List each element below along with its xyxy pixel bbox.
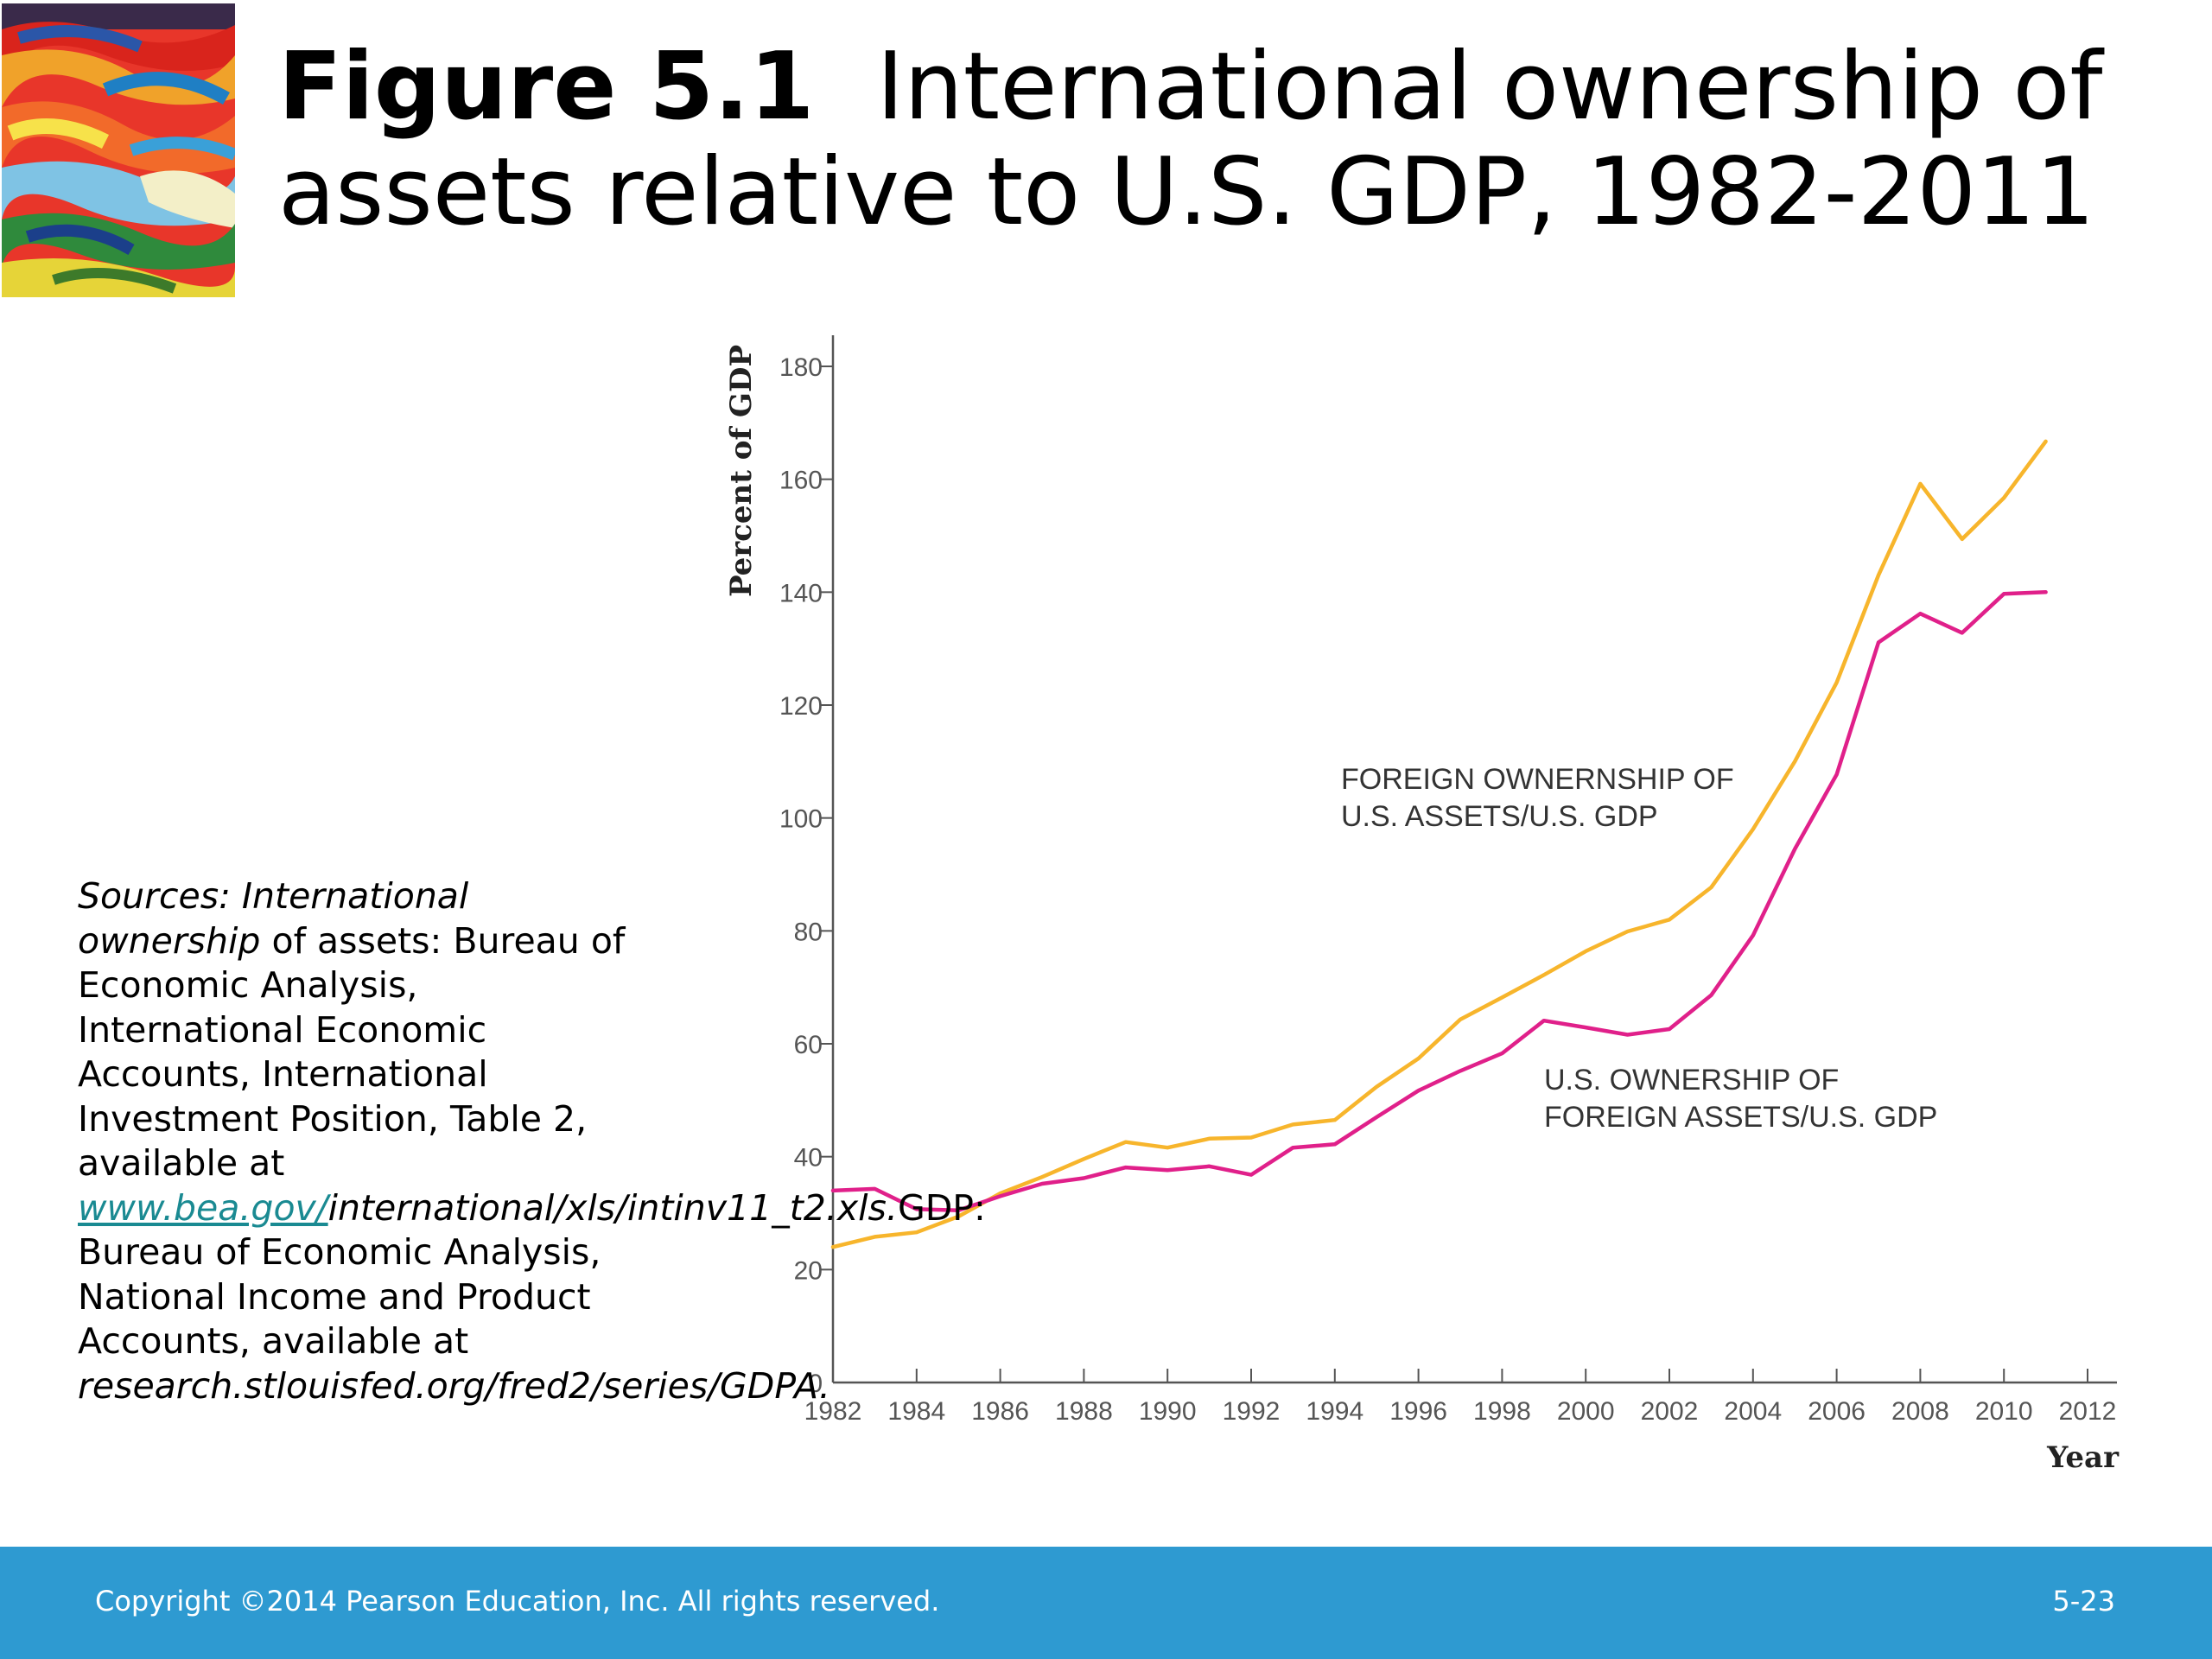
x-tick-label: 2012 [2059,1397,2117,1426]
y-tick-label: 180 [779,353,823,382]
y-axis-title: Percent of GDP [724,345,759,597]
title-line-1: Figure 5.1 International ownership of [278,35,2179,140]
x-tick-label: 2004 [1724,1397,1782,1426]
x-tick-label: 1986 [971,1397,1029,1426]
painting-logo-icon [2,3,235,297]
x-tick-label: 1996 [1389,1397,1447,1426]
x-tick-label: 1992 [1223,1397,1281,1426]
title-text-line-1: International ownership of [876,33,2103,141]
y-tick-label: 120 [779,692,823,721]
slide-title: Figure 5.1 International ownership of ass… [278,35,2179,245]
y-tick-label: 40 [794,1144,823,1173]
y-tick-label: 160 [779,467,823,495]
x-tick-label: 1984 [887,1397,945,1426]
title-text-line-2: assets relative to U.S. GDP, 1982-2011 [278,138,2095,246]
y-tick-label: 20 [794,1256,823,1285]
x-tick-label: 2010 [1975,1397,2033,1426]
us-ownership-line [830,590,2048,1212]
foreign-ownership-label-line-1: FOREIGN OWNERNSHIP OF [1341,763,1734,796]
figure-number: Figure 5.1 [278,33,815,141]
line-chart: 0 20 40 60 80 100 120 140 160 180 1982 1984 1986 1988… [724,335,2120,1475]
footer-bar: Copyright ©2014 Pearson Education, Inc. … [0,1547,2212,1659]
copyright-text: Copyright ©2014 Pearson Education, Inc. … [95,1585,940,1618]
y-tick-label: 140 [779,579,823,607]
sources-text-4: GDP: Bureau of Economic Analysis, Nation… [78,1186,986,1363]
x-tick-label: 1990 [1139,1397,1197,1426]
y-tick-label: 0 [808,1370,823,1398]
x-tick-label: 1988 [1055,1397,1113,1426]
x-tick-label: 2008 [1891,1397,1949,1426]
x-tick-label: 1998 [1473,1397,1531,1426]
sources-text-2: of assets: Bureau of Economic Analysis, … [78,919,626,1185]
sources-text-5: research.stlouisfed.org/fred2/series/GDP… [78,1364,830,1407]
us-ownership-label-line-1: U.S. OWNERSHIP OF [1544,1064,1839,1096]
sources-text-3: international/xls/intinv11_t2.xls. [327,1186,898,1229]
y-tick-label: 100 [779,805,823,834]
foreign-ownership-label-line-2: U.S. ASSETS/U.S. GDP [1341,800,1658,833]
x-tick-label: 1982 [804,1397,862,1426]
x-tick-label: 2006 [1808,1397,1866,1426]
x-tick-label: 2002 [1641,1397,1699,1426]
y-tick-label: 60 [794,1031,823,1059]
sources-note: Sources: International ownership of asse… [78,874,986,1408]
x-axis-title: Year [2046,1440,2120,1475]
page-number: 5-23 [2052,1585,2115,1618]
x-tick-label: 1994 [1306,1397,1363,1426]
sources-text-1: Sources: International ownership [78,875,469,962]
us-ownership-label-line-2: FOREIGN ASSETS/U.S. GDP [1544,1101,1937,1134]
y-tick-label: 80 [794,918,823,946]
x-tick-label: 2000 [1557,1397,1615,1426]
bea-link[interactable]: www.bea.gov/ [78,1186,328,1229]
foreign-ownership-line [830,439,2048,1249]
